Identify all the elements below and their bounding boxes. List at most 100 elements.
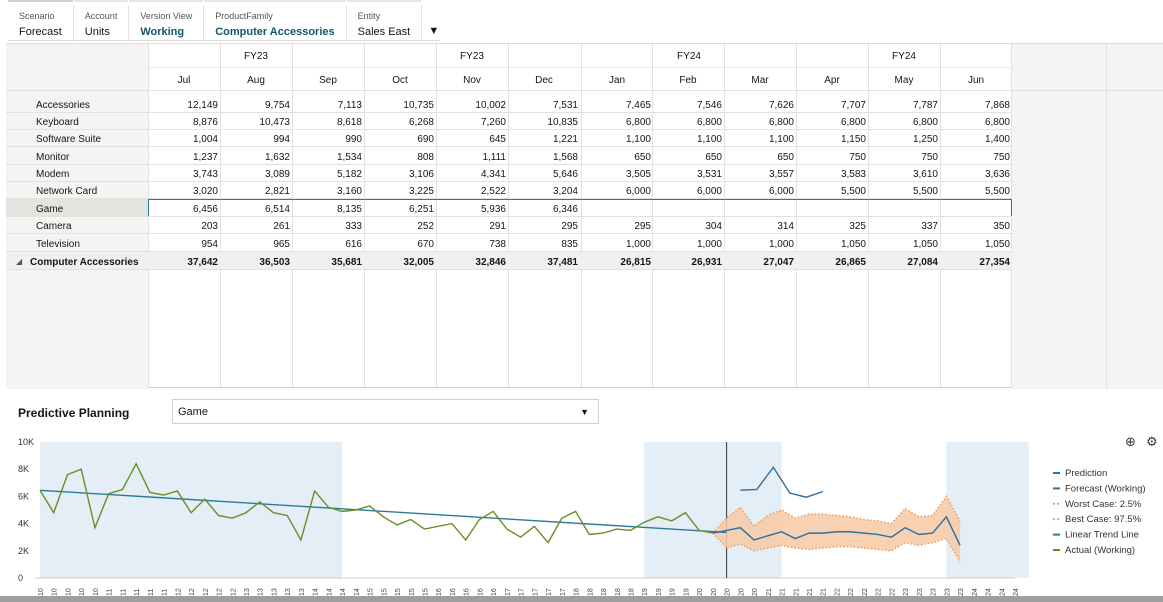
chevron-down-icon[interactable]: ▼ [580, 407, 589, 417]
bottom-scrollbar[interactable] [0, 596, 1163, 602]
zoom-icon[interactable]: ⊕ [1125, 434, 1136, 449]
grid-cell[interactable]: 6,800 [984, 117, 1010, 128]
grid-cell[interactable]: 325 [849, 221, 866, 232]
grid-cell[interactable]: 1,250 [912, 134, 938, 145]
row-label-software-suite[interactable]: Software Suite [36, 134, 102, 145]
pov-value[interactable]: Sales East [357, 26, 411, 38]
grid-cell[interactable]: 650 [777, 152, 794, 163]
collapse-toggle-icon[interactable]: ◢ [16, 257, 23, 266]
grid-cell[interactable]: 1,534 [336, 152, 362, 163]
pov-entity[interactable]: Entity Sales East ▼ [346, 0, 439, 41]
grid-cell[interactable]: 7,546 [696, 100, 722, 111]
grid-cell[interactable]: 27,084 [907, 257, 938, 268]
grid-cell[interactable]: 7,626 [768, 100, 794, 111]
grid-cell[interactable]: 6,000 [696, 186, 722, 197]
grid-cell[interactable]: 1,568 [552, 152, 578, 163]
grid-cell[interactable]: 304 [705, 221, 722, 232]
grid-cell[interactable]: 12,149 [187, 100, 218, 111]
legend-item[interactable]: Linear Trend Line [1065, 530, 1139, 541]
pov-productfamily[interactable]: ProductFamily Computer Accessories [204, 0, 347, 41]
grid-cell[interactable]: 3,505 [625, 169, 651, 180]
grid-cell[interactable]: 1,000 [625, 239, 651, 250]
grid-cell[interactable]: 835 [561, 239, 578, 250]
grid-cell[interactable]: 5,500 [840, 186, 866, 197]
grid-cell[interactable]: 6,346 [552, 204, 578, 215]
grid-cell[interactable]: 3,583 [840, 169, 866, 180]
grid-cell[interactable]: 5,500 [984, 186, 1010, 197]
grid-cell[interactable]: 6,000 [768, 186, 794, 197]
grid-cell[interactable]: 5,936 [480, 204, 506, 215]
grid-cell[interactable]: 8,876 [192, 117, 218, 128]
grid-cell[interactable]: 295 [561, 221, 578, 232]
grid-cell[interactable]: 35,681 [331, 257, 362, 268]
grid-cell[interactable]: 26,865 [835, 257, 866, 268]
grid-cell[interactable]: 990 [345, 134, 362, 145]
grid-cell[interactable]: 252 [417, 221, 434, 232]
grid-cell[interactable]: 333 [345, 221, 362, 232]
grid-cell[interactable]: 5,646 [552, 169, 578, 180]
legend-item[interactable]: Worst Case: 2.5% [1065, 499, 1142, 510]
grid-cell[interactable]: 7,787 [912, 100, 938, 111]
grid-cell[interactable]: 994 [273, 134, 290, 145]
grid-cell[interactable]: 7,707 [840, 100, 866, 111]
grid-cell[interactable]: 10,835 [547, 117, 578, 128]
pov-scenario[interactable]: Scenario Forecast [8, 0, 74, 41]
row-label-modem[interactable]: Modem [36, 169, 70, 180]
grid-cell[interactable]: 32,005 [403, 257, 434, 268]
grid-cell[interactable]: 1,050 [912, 239, 938, 250]
grid-cell[interactable]: 37,481 [547, 257, 578, 268]
grid-cell[interactable]: 690 [417, 134, 434, 145]
grid-cell[interactable]: 6,456 [192, 204, 218, 215]
row-label-computer-accessories[interactable]: Computer Accessories [30, 257, 139, 268]
grid-cell[interactable]: 1,111 [482, 152, 506, 163]
pov-value[interactable]: Working [140, 26, 185, 38]
grid-cell[interactable]: 4,341 [480, 169, 506, 180]
grid-cell[interactable]: 261 [273, 221, 290, 232]
grid-cell[interactable]: 6,800 [625, 117, 651, 128]
grid-cell[interactable]: 6,800 [696, 117, 722, 128]
grid-cell[interactable]: 37,642 [187, 257, 218, 268]
grid-cell[interactable]: 203 [201, 221, 218, 232]
grid-cell[interactable]: 3,089 [264, 169, 290, 180]
grid-cell[interactable]: 808 [417, 152, 434, 163]
grid-cell[interactable]: 1,150 [840, 134, 866, 145]
gear-icon[interactable]: ⚙ [1146, 434, 1158, 449]
grid-cell[interactable]: 3,020 [192, 186, 218, 197]
grid-cell[interactable]: 10,473 [259, 117, 290, 128]
grid-cell[interactable]: 1,000 [696, 239, 722, 250]
grid-cell[interactable]: 645 [489, 134, 506, 145]
pov-value[interactable]: Forecast [19, 26, 62, 38]
grid-cell[interactable]: 10,735 [403, 100, 434, 111]
grid-cell[interactable]: 8,618 [336, 117, 362, 128]
legend-item[interactable]: Best Case: 97.5% [1065, 514, 1142, 525]
grid-cell[interactable]: 1,632 [264, 152, 290, 163]
grid-cell[interactable]: 650 [705, 152, 722, 163]
grid-cell[interactable]: 670 [417, 239, 434, 250]
grid-cell[interactable]: 7,465 [625, 100, 651, 111]
grid-cell[interactable]: 6,251 [408, 204, 434, 215]
pov-account[interactable]: Account Units [73, 0, 130, 41]
grid-cell[interactable]: 314 [777, 221, 794, 232]
grid-cell[interactable]: 965 [273, 239, 290, 250]
grid-cell[interactable]: 1,400 [984, 134, 1010, 145]
grid-cell[interactable]: 6,000 [625, 186, 651, 197]
grid-cell[interactable]: 1,100 [625, 134, 651, 145]
grid-cell[interactable]: 337 [921, 221, 938, 232]
grid-cell[interactable]: 6,800 [768, 117, 794, 128]
legend-item[interactable]: Actual (Working) [1065, 545, 1135, 556]
grid-cell[interactable]: 3,160 [336, 186, 362, 197]
grid-cell[interactable]: 7,531 [552, 100, 578, 111]
grid-cell[interactable]: 3,531 [696, 169, 722, 180]
grid-cell[interactable]: 291 [489, 221, 506, 232]
row-label-keyboard[interactable]: Keyboard [36, 117, 79, 128]
grid-cell[interactable]: 26,815 [620, 257, 651, 268]
grid-cell[interactable]: 6,800 [912, 117, 938, 128]
grid-cell[interactable]: 26,931 [691, 257, 722, 268]
legend-item[interactable]: Prediction [1065, 468, 1107, 479]
grid-cell[interactable]: 1,221 [552, 134, 578, 145]
grid-cell[interactable]: 27,354 [979, 257, 1010, 268]
grid-cell[interactable]: 8,135 [336, 204, 362, 215]
grid-cell[interactable]: 1,000 [768, 239, 794, 250]
grid-cell[interactable]: 2,821 [264, 186, 290, 197]
grid-cell[interactable]: 6,268 [408, 117, 434, 128]
